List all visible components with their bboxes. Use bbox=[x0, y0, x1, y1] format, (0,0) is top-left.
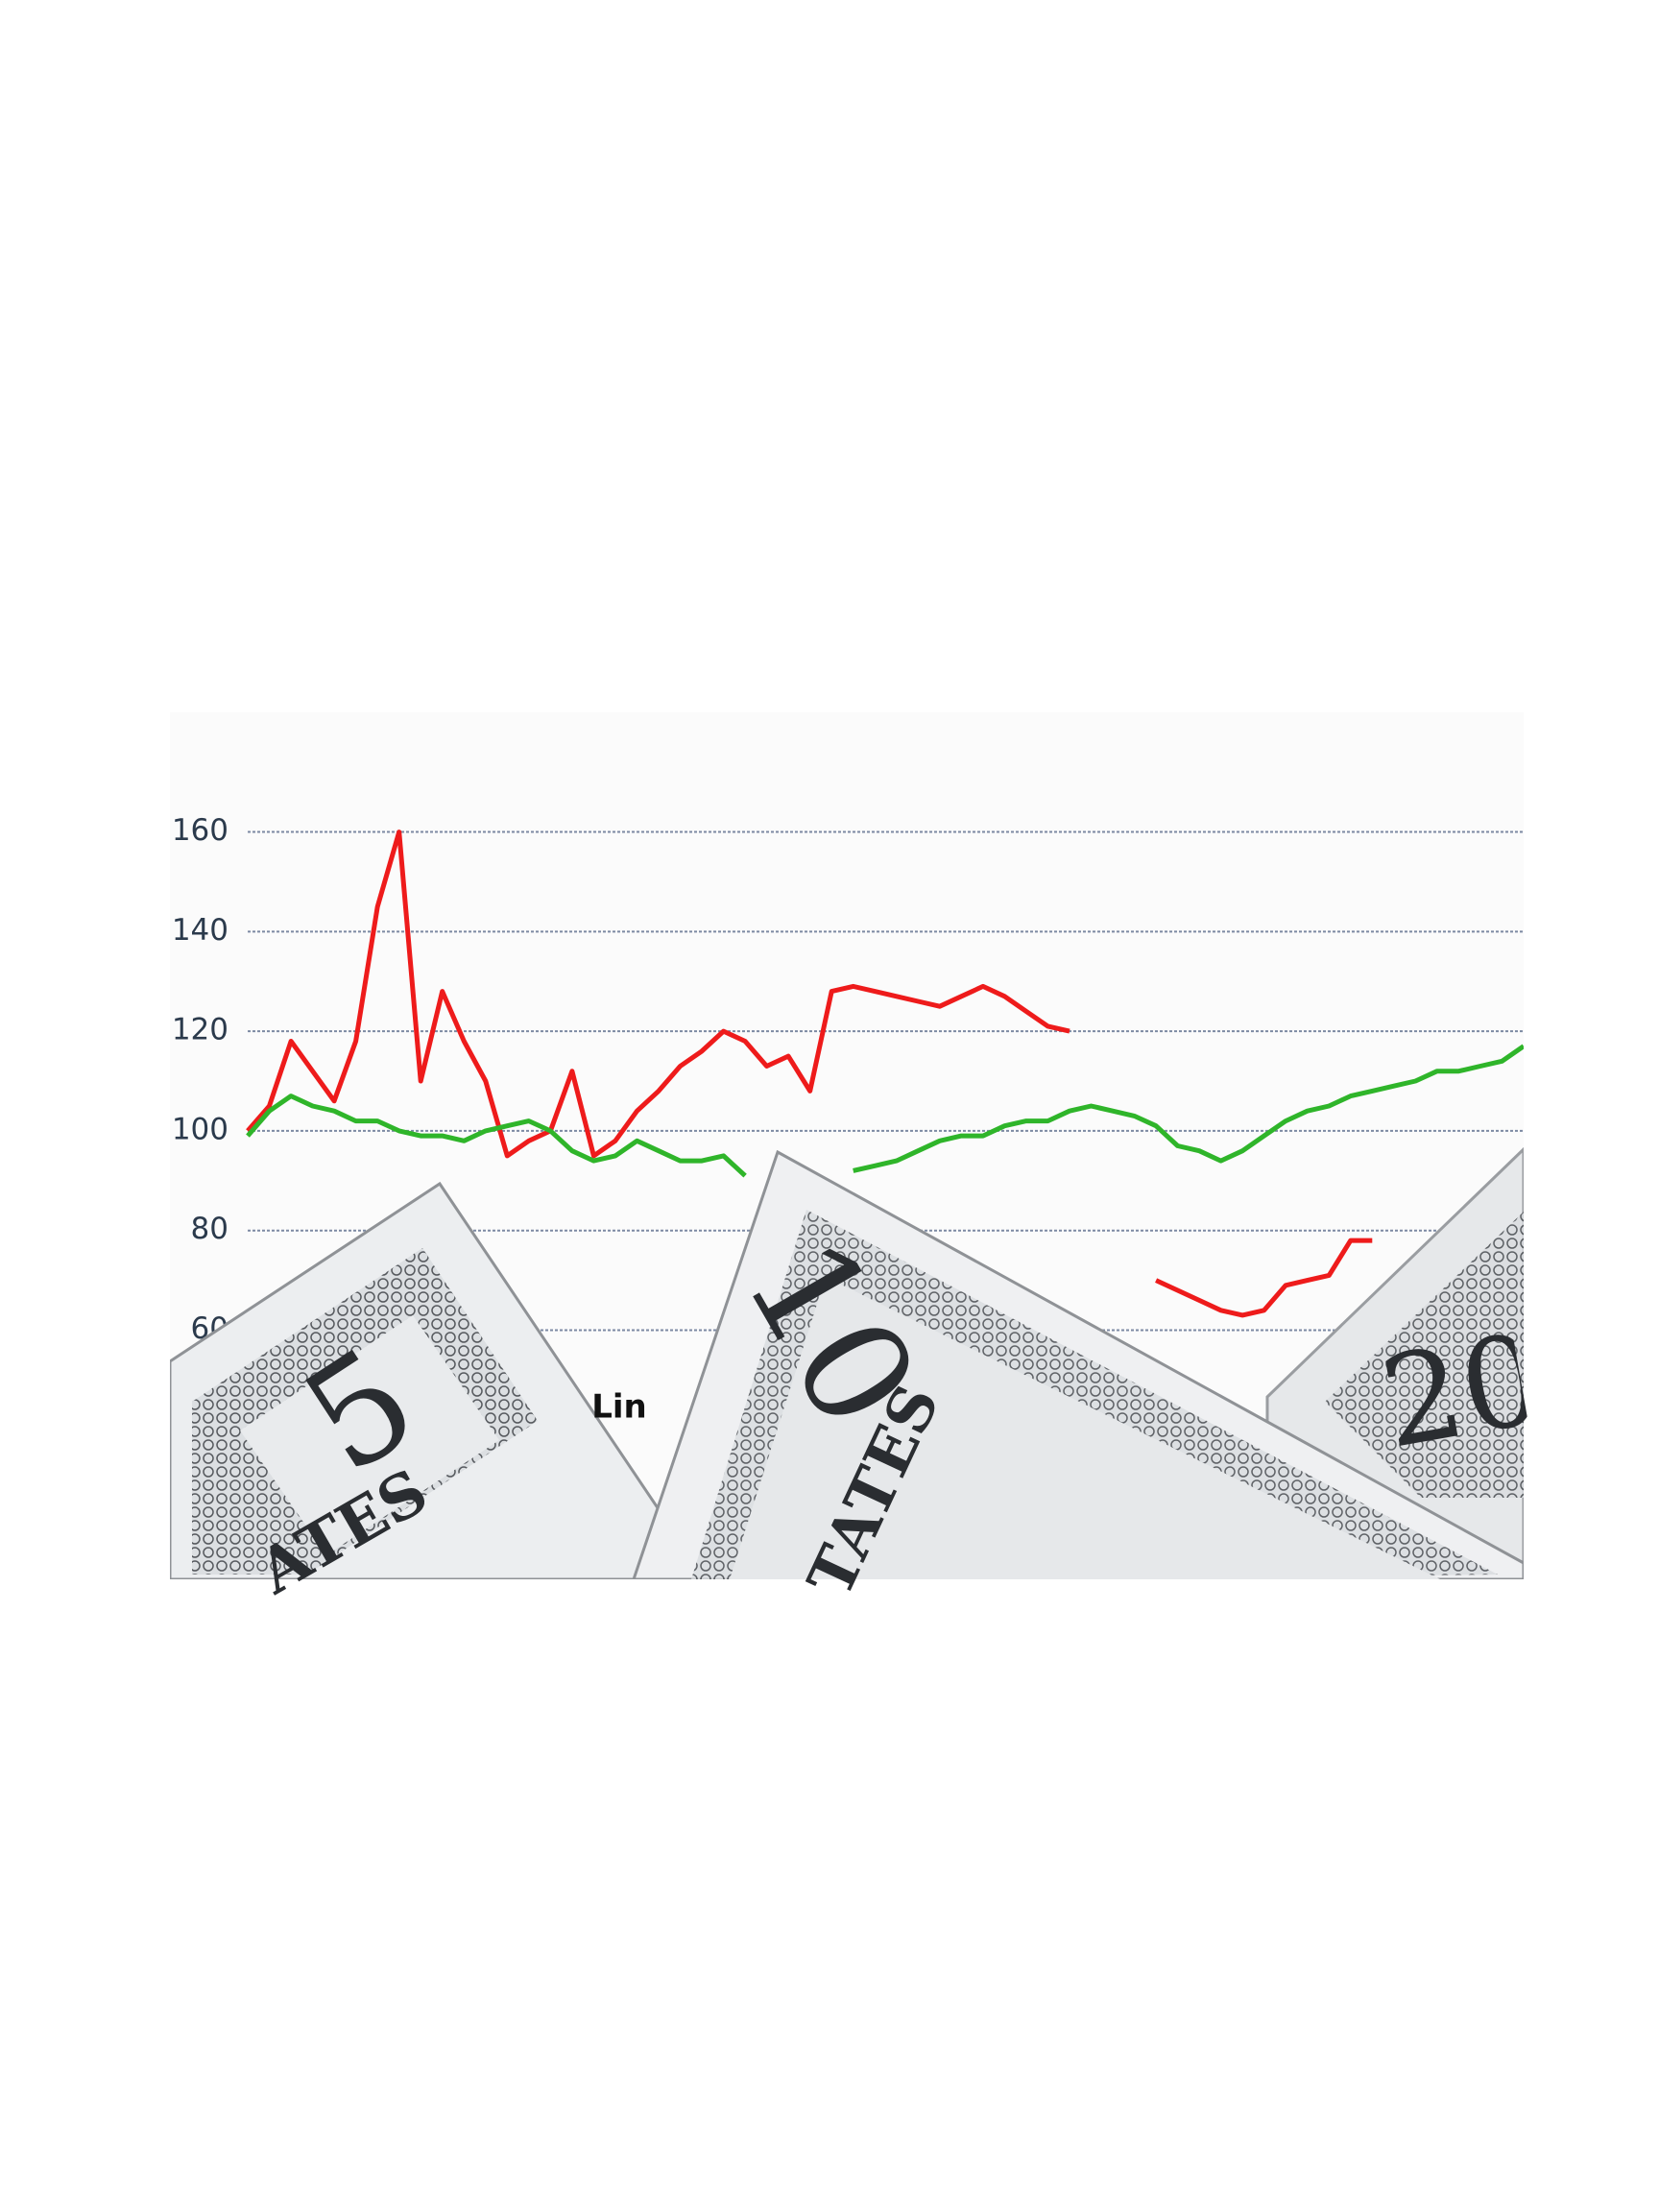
annotation: 20 bbox=[1371, 1305, 1552, 1476]
y-tick-label: 80 bbox=[191, 1212, 228, 1246]
y-tick-label: 160 bbox=[172, 813, 228, 848]
bills bbox=[170, 1146, 1524, 1579]
series-line bbox=[246, 830, 1373, 1318]
annotation: Lin bbox=[591, 1388, 647, 1427]
y-tick-label: 100 bbox=[172, 1112, 228, 1146]
series-line bbox=[246, 1044, 1524, 1178]
bill-ten bbox=[632, 1149, 1524, 1579]
bill-five bbox=[170, 1181, 708, 1579]
y-tick-label: 140 bbox=[172, 913, 228, 948]
y-tick-label: 120 bbox=[172, 1013, 228, 1047]
